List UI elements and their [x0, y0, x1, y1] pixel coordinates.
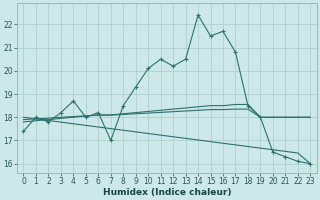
X-axis label: Humidex (Indice chaleur): Humidex (Indice chaleur): [103, 188, 231, 197]
